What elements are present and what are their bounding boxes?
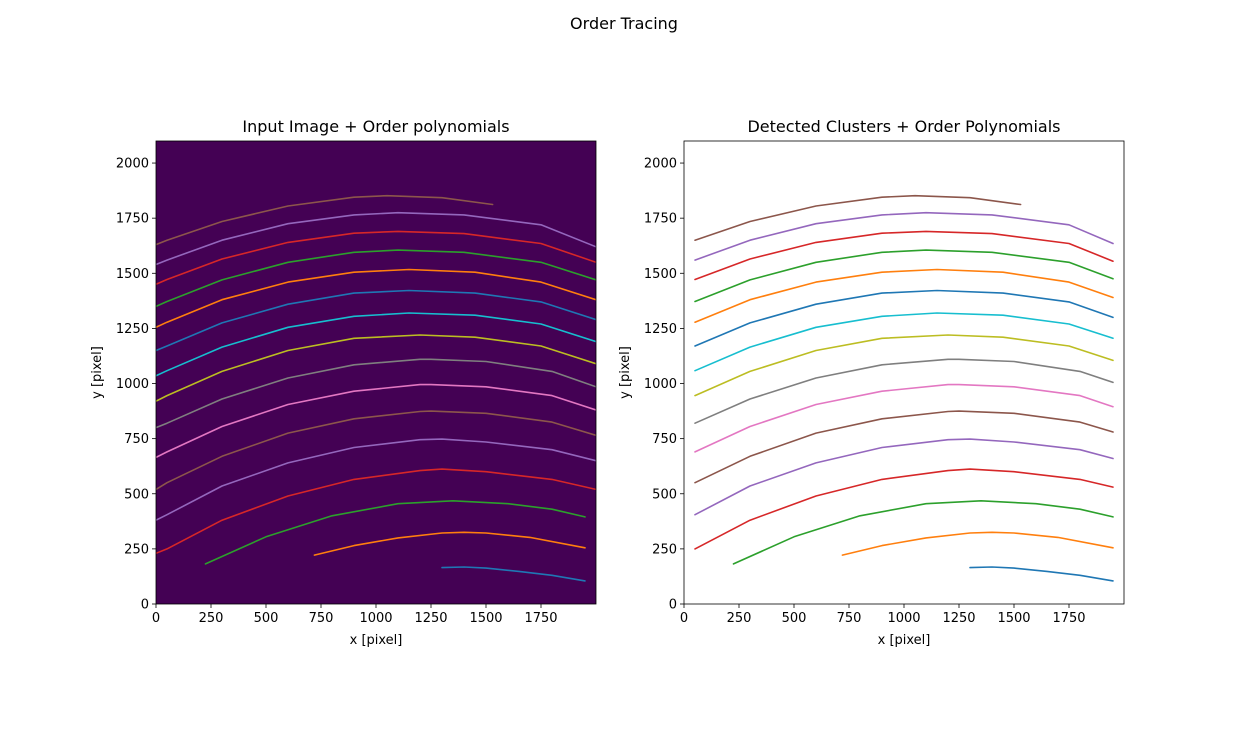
series-line-2 (841, 531, 1114, 556)
x-tick-label: 0 (152, 611, 160, 626)
y-tick-label: 2000 (116, 157, 149, 172)
x-tick-label: 1500 (997, 611, 1030, 626)
series-line-6 (156, 410, 596, 491)
figure-title: Order Tracing (570, 14, 678, 33)
x-tick-label: 1750 (1052, 611, 1085, 626)
series-line-13 (694, 249, 1114, 303)
series-line-2 (313, 531, 586, 556)
chart-1: 0 250 500 750 1000 1250 1500 1750 0 250 500 750 1000… (90, 117, 597, 648)
series-line-8 (156, 358, 596, 429)
y-tick-label: 1000 (116, 377, 149, 392)
y-tick-label: 1500 (644, 267, 677, 282)
series-line-15 (156, 211, 596, 266)
x-tick-label: 1000 (887, 611, 920, 626)
y-tick-label: 1250 (644, 322, 677, 337)
series-line-13 (156, 249, 596, 308)
series-group (156, 194, 596, 582)
series-line-16 (694, 194, 1022, 241)
series-line-5 (156, 438, 596, 521)
y-tick-label: 1500 (116, 267, 149, 282)
y-tick-label: 250 (652, 542, 677, 557)
chart-title: Detected Clusters + Order Polynomials (747, 117, 1060, 136)
series-line-12 (694, 268, 1114, 323)
x-tick-label: 500 (782, 611, 807, 626)
x-axis-label: x [pixel] (350, 633, 403, 648)
y-tick-label: 1250 (116, 322, 149, 337)
x-axis-label: x [pixel] (878, 633, 931, 648)
x-tick-label: 1750 (524, 611, 557, 626)
series-line-4 (156, 468, 596, 555)
x-tick-label: 1000 (359, 611, 392, 626)
y-tick-label: 750 (652, 432, 677, 447)
y-tick-label: 500 (124, 487, 149, 502)
x-tick-label: 1250 (414, 611, 447, 626)
y-tick-label: 1750 (116, 212, 149, 227)
plot-area (156, 141, 596, 604)
series-line-1 (969, 566, 1114, 582)
series-line-10 (694, 312, 1114, 372)
series-line-1 (441, 566, 586, 582)
x-tick-label: 750 (837, 611, 862, 626)
chart-2: 0 250 500 750 1000 1250 1500 1750 0 250 500 750 1000… (618, 117, 1125, 648)
x-tick-label: 0 (680, 611, 688, 626)
y-axis-label: y [pixel] (90, 346, 105, 399)
series-line-8 (694, 358, 1114, 424)
series-line-14 (694, 230, 1114, 281)
series-line-12 (156, 268, 596, 329)
plot-area (684, 141, 1124, 604)
series-group (694, 194, 1114, 582)
chart-title: Input Image + Order polynomials (242, 117, 509, 136)
series-line-9 (156, 334, 596, 402)
x-tick-label: 500 (254, 611, 279, 626)
y-tick-label: 750 (124, 432, 149, 447)
series-line-7 (694, 383, 1114, 453)
x-tick-label: 750 (309, 611, 334, 626)
series-line-3 (732, 500, 1114, 565)
series-line-3 (204, 500, 586, 565)
y-tick-label: 1000 (644, 377, 677, 392)
x-tick-label: 250 (727, 611, 752, 626)
series-line-15 (694, 211, 1114, 261)
series-line-4 (694, 468, 1114, 550)
series-line-5 (694, 438, 1114, 516)
x-tick-label: 1250 (942, 611, 975, 626)
y-tick-label: 1750 (644, 212, 677, 227)
y-tick-label: 0 (141, 598, 149, 613)
series-line-9 (694, 334, 1114, 397)
y-tick-label: 0 (669, 598, 677, 613)
x-tick-label: 250 (199, 611, 224, 626)
series-line-10 (156, 312, 596, 377)
series-line-16 (156, 194, 494, 246)
y-axis-label: y [pixel] (618, 346, 633, 399)
y-tick-label: 2000 (644, 157, 677, 172)
y-tick-label: 500 (652, 487, 677, 502)
series-line-11 (156, 289, 596, 352)
charts-group: 0 250 500 750 1000 1250 1500 1750 0 250 500 750 1000… (90, 117, 1125, 648)
series-line-7 (156, 383, 596, 459)
series-line-11 (694, 289, 1114, 347)
series-line-6 (694, 410, 1114, 484)
series-line-14 (156, 230, 596, 286)
x-tick-label: 1500 (469, 611, 502, 626)
y-tick-label: 250 (124, 542, 149, 557)
